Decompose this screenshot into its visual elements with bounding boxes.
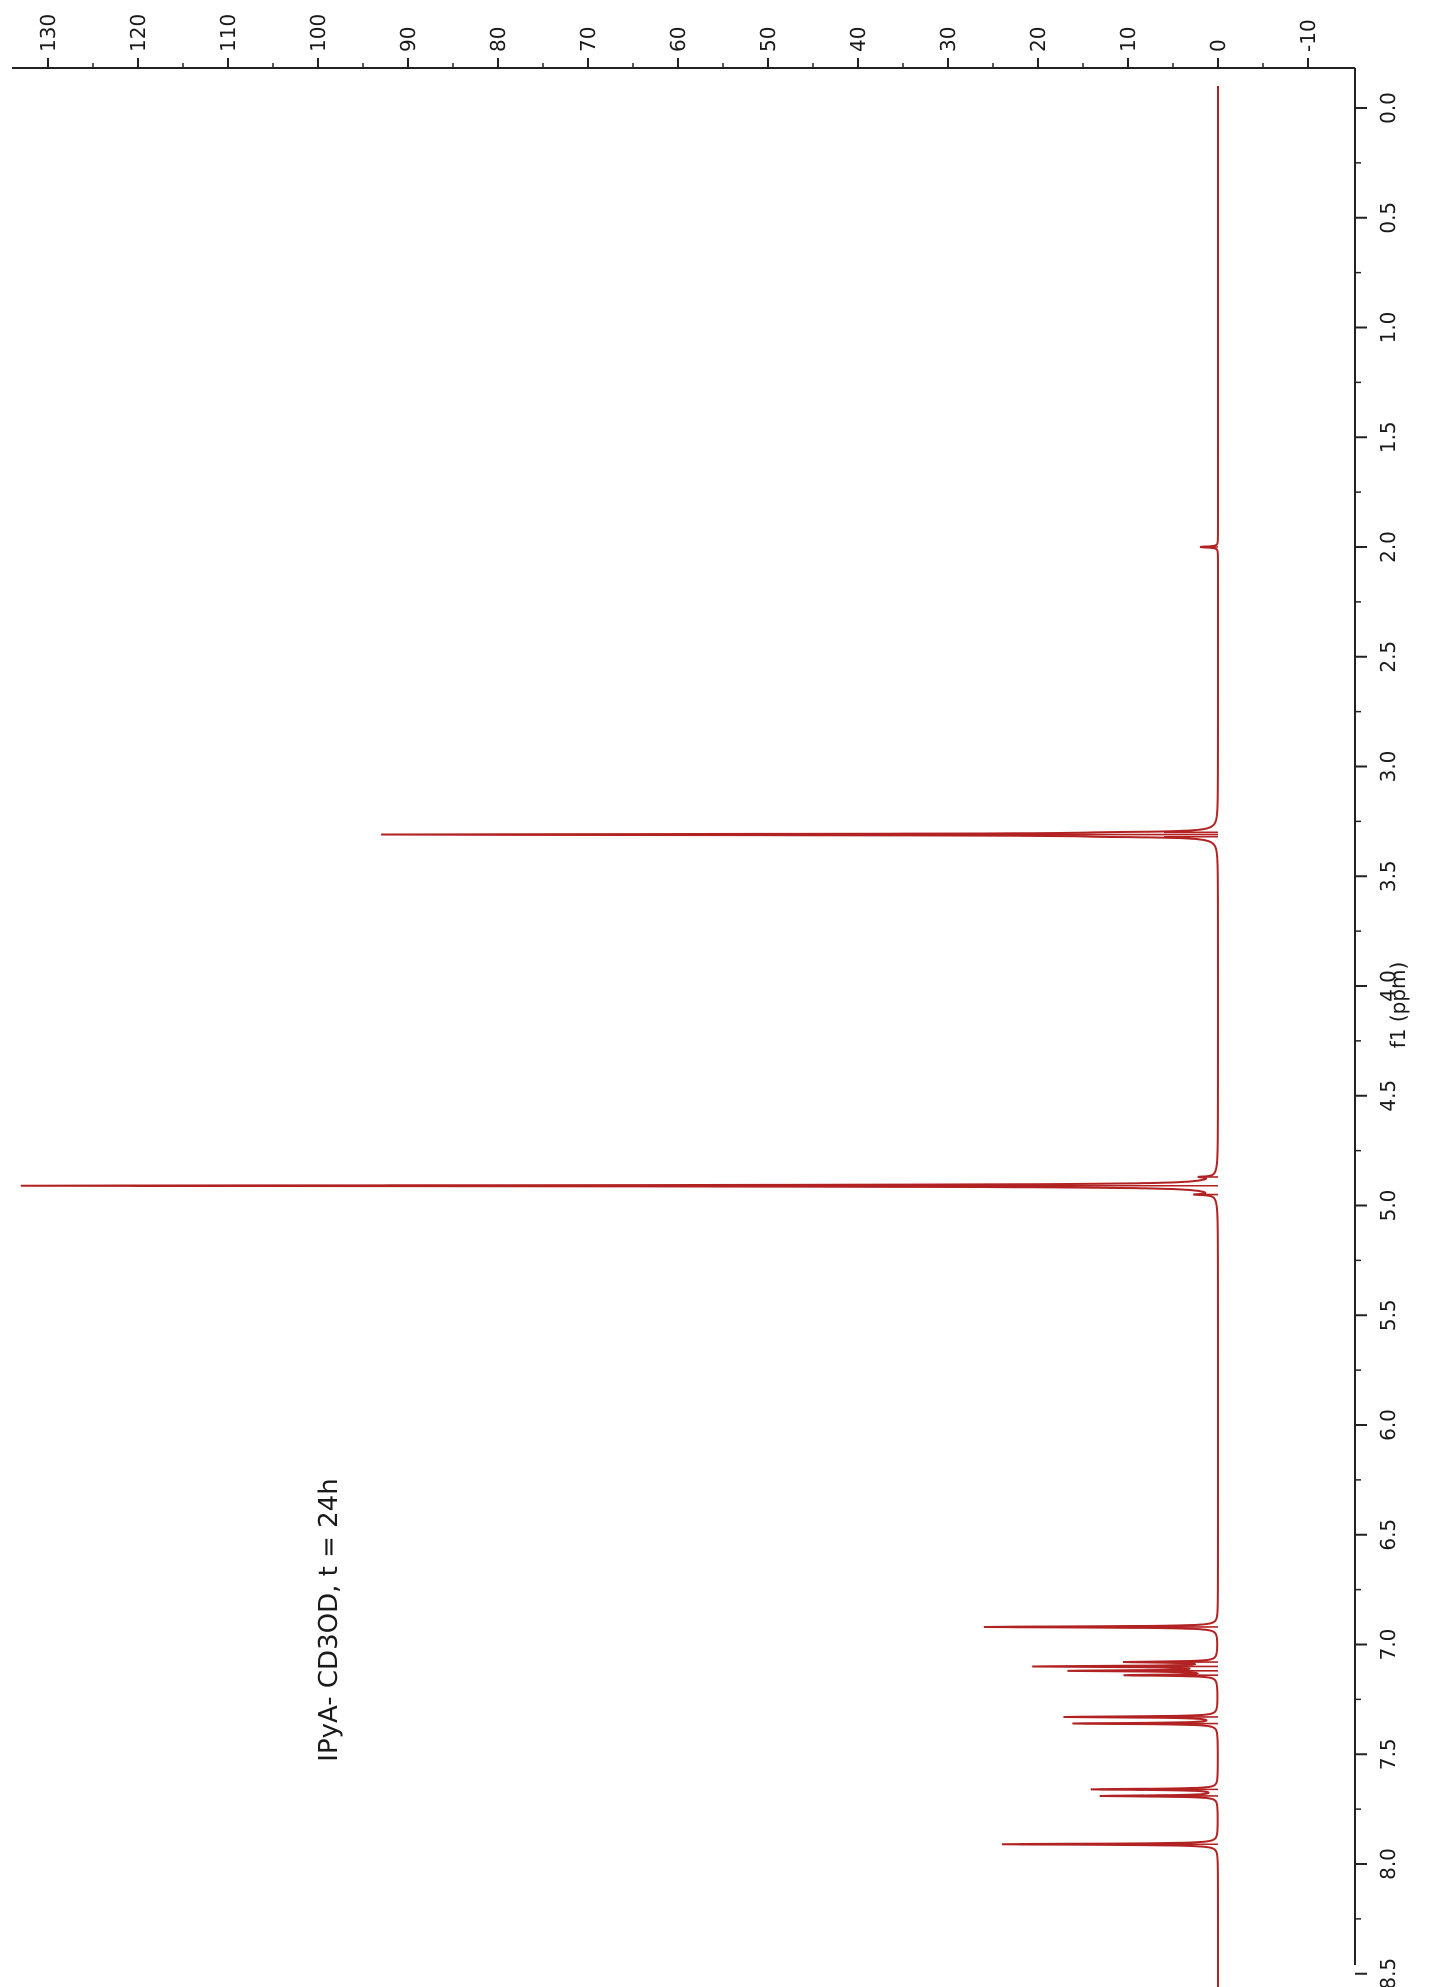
intensity-tick-label: 80 <box>486 27 510 52</box>
intensity-tick-label: 120 <box>126 14 150 52</box>
intensity-tick-label: 90 <box>396 27 420 52</box>
ppm-tick-label: 8.5 <box>1376 1958 1400 1987</box>
ppm-tick-label: 7.5 <box>1376 1738 1400 1770</box>
ppm-tick-label: 3.0 <box>1376 751 1400 783</box>
intensity-tick-label: -10 <box>1296 19 1320 52</box>
ppm-tick-label: 2.5 <box>1376 641 1400 673</box>
ppm-tick-label: 8.0 <box>1376 1848 1400 1880</box>
intensity-tick-label: 0 <box>1206 39 1230 52</box>
intensity-tick-label: 60 <box>666 27 690 52</box>
ppm-tick-label: 0.0 <box>1376 92 1400 124</box>
spectrum-trace <box>20 86 1219 1987</box>
ppm-tick-label: 6.0 <box>1376 1409 1400 1441</box>
sample-annotation: IPyA- CD3OD, t = 24h <box>314 1478 344 1761</box>
intensity-tick-label: 70 <box>576 27 600 52</box>
intensity-tick-label: 30 <box>936 27 960 52</box>
ppm-tick-label: 6.5 <box>1376 1519 1400 1551</box>
ppm-tick-label: 1.0 <box>1376 312 1400 344</box>
ppm-tick-label: 7.0 <box>1376 1629 1400 1661</box>
ppm-tick-label: 1.5 <box>1376 421 1400 453</box>
ppm-tick-label: 4.0 <box>1376 970 1400 1002</box>
series-layer <box>20 86 1219 1987</box>
ppm-tick-label: 0.5 <box>1376 202 1400 234</box>
intensity-tick-label: 110 <box>216 14 240 52</box>
ppm-tick-label: 3.5 <box>1376 860 1400 892</box>
ppm-tick-label: 5.5 <box>1376 1299 1400 1331</box>
ppm-tick-label: 4.5 <box>1376 1080 1400 1112</box>
ppm-tick-label: 5.0 <box>1376 1190 1400 1222</box>
intensity-tick-label: 50 <box>756 27 780 52</box>
intensity-tick-label: 40 <box>846 27 870 52</box>
intensity-tick-label: 100 <box>306 14 330 52</box>
intensity-tick-label: 130 <box>36 14 60 52</box>
ppm-ticks: 0.0 0.5 1.0 1.5 2.0 2.5 3.0 3.5 4.0 4.5 5.0 5.5 6.0 6… <box>1355 92 1400 1987</box>
intensity-ticks: -10 0 10 20 30 40 50 60 70 80 90 100 110 120 130 <box>36 14 1320 68</box>
intensity-tick-label: 10 <box>1116 27 1140 52</box>
x-axis-label: f1 (ppm) <box>1386 962 1410 1049</box>
ppm-tick-label: 2.0 <box>1376 531 1400 563</box>
intensity-tick-label: 20 <box>1026 27 1050 52</box>
